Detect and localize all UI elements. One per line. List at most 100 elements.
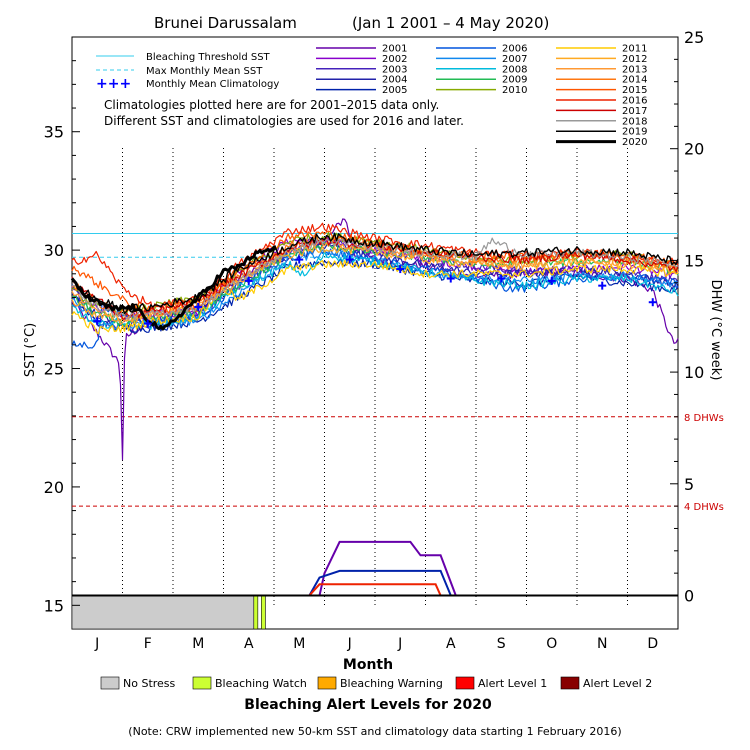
- y-axis-left-label: SST (°C): [23, 323, 38, 377]
- year-legend-label: 2017: [622, 106, 647, 117]
- sst-series-2016: [71, 222, 679, 312]
- sst-series-2007: [71, 249, 679, 330]
- month-gridlines: [122, 148, 628, 607]
- legend-climatology-plus-icon: +++: [96, 76, 131, 92]
- sst-series-2020: [70, 245, 277, 331]
- year-legend-label: 2008: [502, 64, 527, 75]
- alert-legend-label: Bleaching Watch: [215, 677, 307, 690]
- legend-climatology-label: Monthly Mean Climatology: [146, 79, 279, 90]
- alert-legend-label: Alert Level 1: [478, 677, 547, 690]
- climatology-markers: [93, 255, 657, 328]
- year-legend-label: 2013: [622, 64, 647, 75]
- y-axis-right-label: DHW (°C week): [708, 280, 723, 381]
- legend-mmm-label: Max Monthly Mean SST: [146, 66, 263, 77]
- sst-series-2009: [71, 241, 679, 327]
- sst-series-2011: [71, 259, 679, 335]
- climatology-marker: [143, 319, 152, 328]
- climatology-marker: [244, 276, 253, 285]
- month-tick-label: D: [647, 636, 658, 652]
- year-legend-label: 2001: [382, 44, 407, 55]
- dhw-series-2003: [308, 583, 442, 597]
- chart-title-daterange: (Jan 1 2001 – 4 May 2020): [352, 14, 549, 32]
- month-tick-label: M: [293, 636, 305, 652]
- climatology-marker: [446, 274, 455, 283]
- month-tick-label: O: [546, 636, 557, 652]
- left-tick-label: 35: [44, 123, 64, 142]
- month-tick-label: A: [244, 636, 254, 652]
- year-legend-label: 2006: [502, 44, 527, 55]
- reference-lines: 8 DHWs 4 DHWs: [72, 233, 724, 513]
- year-legend-label: 2020: [622, 137, 647, 148]
- left-tick-label: 20: [44, 478, 64, 497]
- month-tick-label: A: [446, 636, 456, 652]
- footnote: (Note: CRW implemented new 50-km SST and…: [128, 725, 621, 738]
- right-tick-label: 10: [684, 363, 704, 382]
- x-axis-label: Month: [343, 657, 393, 673]
- climatology-marker: [194, 302, 203, 311]
- dhw-reference-label: 4 DHWs: [684, 502, 724, 513]
- climatology-marker: [295, 255, 304, 264]
- month-tick-label: J: [397, 636, 402, 652]
- right-tick-label: 5: [684, 475, 694, 494]
- dhw-series-2001: [318, 540, 457, 596]
- alert-legend-swatch: [455, 676, 475, 690]
- year-legend-label: 2012: [622, 54, 647, 65]
- year-legend-label: 2007: [502, 54, 527, 65]
- month-tick-label: J: [94, 636, 99, 652]
- alert-bar-segment: [261, 595, 266, 630]
- left-tick-label: 25: [44, 360, 64, 379]
- climatology-marker: [345, 255, 354, 264]
- month-tick-label: M: [192, 636, 204, 652]
- month-tick-label: F: [144, 636, 152, 652]
- axes-ticks: 15 20 25 30 35 0 5 10 15 20 25 J F M A M J J A S O N D: [44, 28, 705, 652]
- alert-legend-swatch: [560, 676, 580, 690]
- right-tick-label: 20: [684, 140, 704, 159]
- climatology-marker: [396, 265, 405, 274]
- year-legend-label: 2011: [622, 44, 647, 55]
- dhw-series-group: [308, 540, 457, 597]
- left-tick-label: 15: [44, 596, 64, 615]
- alert-bar-segment: [71, 595, 255, 630]
- alert-legend-swatch: [100, 676, 120, 690]
- reference-legend: Bleaching Threshold SST Max Monthly Mean…: [96, 52, 279, 92]
- alert-legend-swatch: [317, 676, 337, 690]
- month-tick-label: N: [597, 636, 607, 652]
- climatology-note-line1: Climatologies plotted here are for 2001–…: [104, 98, 439, 112]
- climatology-marker: [547, 276, 556, 285]
- climatology-note-line2: Different SST and climatologies are used…: [104, 114, 464, 128]
- alert-bar-2020: [71, 594, 678, 630]
- left-tick-label: 30: [44, 241, 64, 260]
- right-tick-label: 15: [684, 251, 704, 270]
- legend-threshold-label: Bleaching Threshold SST: [146, 52, 271, 63]
- sst-series-group: [70, 218, 679, 461]
- chart-title-location: Brunei Darussalam: [154, 14, 297, 32]
- sst-series-2004: [71, 242, 679, 328]
- sst-series-2002: [71, 236, 679, 323]
- year-legend-label: 2005: [382, 85, 407, 96]
- alert-bar-segment: [253, 595, 259, 630]
- plot-frame: [71, 36, 679, 630]
- right-tick-label: 0: [684, 586, 694, 605]
- climatology-marker: [497, 274, 506, 283]
- climatology-marker: [598, 281, 607, 290]
- alert-level-legend: No Stress Bleaching Watch Bleaching Warnin…: [100, 676, 652, 690]
- month-tick-label: J: [347, 636, 352, 652]
- alert-legend-label: No Stress: [123, 677, 176, 690]
- dhw-series-2002: [308, 569, 452, 596]
- sst-series-2019: [71, 232, 679, 315]
- year-legend-label: 2010: [502, 85, 527, 96]
- alert-legend-label: Alert Level 2: [583, 677, 652, 690]
- year-legend-label: 2016: [622, 96, 647, 107]
- month-tick-label: S: [497, 636, 506, 652]
- year-legend-label: 2019: [622, 127, 647, 138]
- year-legend-label: 2015: [622, 85, 647, 96]
- alert-legend-title: Bleaching Alert Levels for 2020: [244, 697, 492, 713]
- right-tick-label: 25: [684, 28, 704, 47]
- year-legend-label: 2004: [382, 75, 407, 86]
- climatology-marker: [93, 317, 102, 326]
- alert-legend-label: Bleaching Warning: [340, 677, 443, 690]
- dhw-reference-label: 8 DHWs: [684, 413, 724, 424]
- year-legend-label: 2014: [622, 75, 647, 86]
